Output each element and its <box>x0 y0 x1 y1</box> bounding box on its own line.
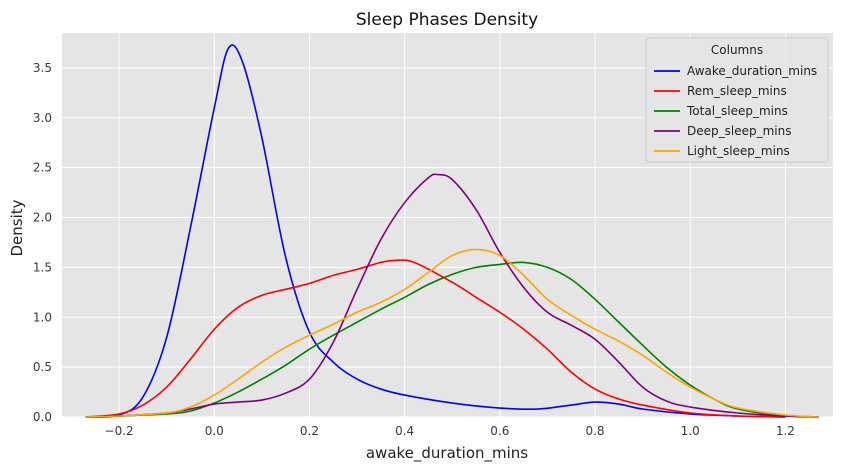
x-tick-label: 0.6 <box>490 424 509 438</box>
legend-title: Columns <box>711 43 763 57</box>
y-tick-label: 3.5 <box>33 61 52 75</box>
legend-item-total-sleep-mins: Total_sleep_mins <box>654 104 788 118</box>
legend-label: Light_sleep_mins <box>687 144 790 158</box>
y-tick-label: 1.0 <box>33 310 52 324</box>
x-tick-label: 0.0 <box>205 424 224 438</box>
legend-label: Awake_duration_mins <box>687 64 817 78</box>
x-tick-label: 0.2 <box>300 424 319 438</box>
legend-label: Deep_sleep_mins <box>687 124 791 138</box>
series-line-total-sleep-mins <box>85 261 819 418</box>
series-line-deep-sleep-mins <box>85 173 819 418</box>
series-line-awake-duration-mins <box>85 44 786 418</box>
x-axis-title: awake_duration_mins <box>366 444 528 463</box>
legend-item-rem-sleep-mins: Rem_sleep_mins <box>654 84 787 98</box>
x-axis-ticks: −0.2 0.0 0.2 0.4 0.6 0.8 1.0 1.2 <box>105 424 795 438</box>
legend-label: Total_sleep_mins <box>686 104 788 118</box>
legend-label: Rem_sleep_mins <box>687 84 787 98</box>
legend-item-light-sleep-mins: Light_sleep_mins <box>654 144 790 158</box>
legend-item-awake-duration-mins: Awake_duration_mins <box>654 64 817 78</box>
y-axis-ticks: 0.0 0.5 1.0 1.5 2.0 2.5 3.0 3.5 <box>33 61 52 424</box>
x-tick-label: 1.0 <box>681 424 700 438</box>
x-tick-label: 1.2 <box>776 424 795 438</box>
y-tick-label: 0.0 <box>33 410 52 424</box>
series-layer <box>85 44 819 418</box>
y-tick-label: 3.0 <box>33 111 52 125</box>
series-line-light-sleep-mins <box>85 248 819 418</box>
x-tick-label: −0.2 <box>105 424 134 438</box>
y-tick-label: 1.5 <box>33 260 52 274</box>
legend: Columns Awake_duration_mins Rem_sleep_min… <box>645 37 829 163</box>
y-axis-title: Density <box>8 199 26 256</box>
y-tick-label: 2.5 <box>33 161 52 175</box>
chart-title: Sleep Phases Density <box>356 10 538 30</box>
y-tick-label: 2.0 <box>33 211 52 225</box>
x-tick-label: 0.4 <box>395 424 414 438</box>
x-tick-label: 0.8 <box>585 424 604 438</box>
y-tick-label: 0.5 <box>33 360 52 374</box>
series-line-rem-sleep-mins <box>85 259 786 418</box>
legend-item-deep-sleep-mins: Deep_sleep_mins <box>654 124 791 138</box>
legend-items: Awake_duration_mins Rem_sleep_mins Total_s… <box>654 64 817 158</box>
legend-box <box>645 37 829 163</box>
